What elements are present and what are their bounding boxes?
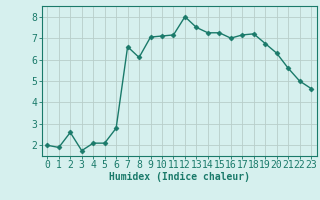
X-axis label: Humidex (Indice chaleur): Humidex (Indice chaleur) (109, 172, 250, 182)
